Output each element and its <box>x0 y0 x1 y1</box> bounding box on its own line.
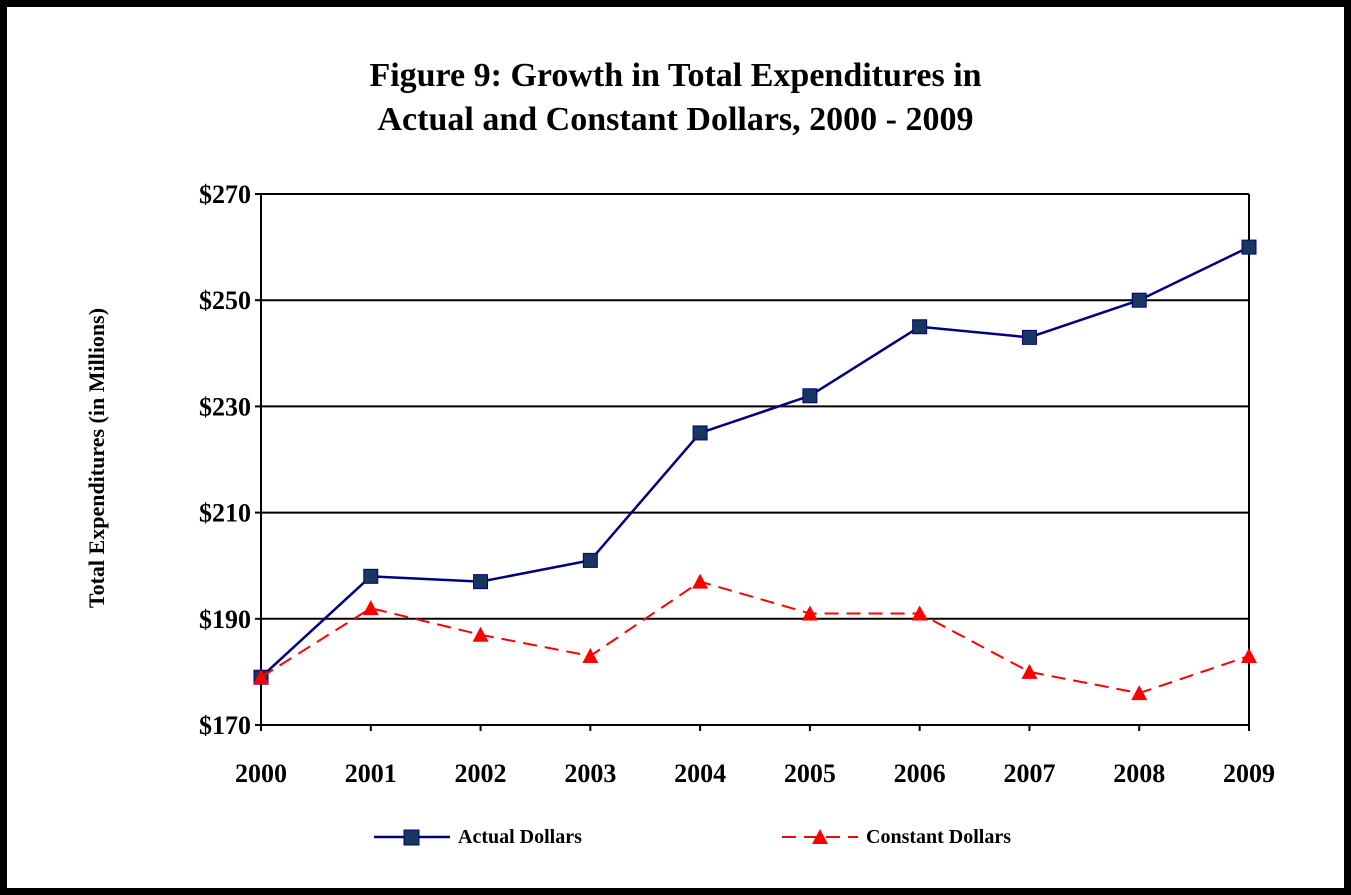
series-line-constant <box>260 580 1250 695</box>
axes <box>255 193 1250 731</box>
point-constant-2000 <box>253 669 269 685</box>
point-actual-2002 <box>473 574 489 590</box>
point-constant-2008 <box>1131 685 1148 701</box>
legend-item-actual: Actual Dollars <box>372 821 582 853</box>
x-tick-label-2000: 2000 <box>235 759 287 788</box>
x-tick-labels: 2000 2001 2002 2003 2004 2005 2006 2007 2008 2009 <box>235 759 1275 788</box>
chart-title: Figure 9: Growth in Total Expenditures i… <box>0 54 1351 142</box>
x-tick-label-2002: 2002 <box>455 759 507 788</box>
legend-label-actual: Actual Dollars <box>458 825 582 848</box>
x-tick-label-2006: 2006 <box>894 759 946 788</box>
series-line-actual <box>260 245 1250 679</box>
legend-swatch-actual <box>374 829 450 846</box>
y-tick-label-230: $230 <box>199 392 251 421</box>
point-constant-2004 <box>692 573 709 589</box>
legend: Actual Dollars Constant Dollars <box>0 821 1351 853</box>
y-tick-labels: $170 $190 $210 $230 $250 $270 <box>199 180 251 740</box>
gridlines <box>261 193 1249 620</box>
x-tick-label-2005: 2005 <box>784 759 836 788</box>
point-actual-2008 <box>1131 292 1147 308</box>
point-constant-2003 <box>582 647 599 663</box>
y-tick-label-190: $190 <box>199 605 251 634</box>
point-actual-2001 <box>363 568 379 584</box>
x-tick-label-2004: 2004 <box>674 759 726 788</box>
legend-swatch-constant <box>782 829 858 844</box>
point-constant-2006 <box>911 605 928 621</box>
point-constant-2002 <box>472 626 489 642</box>
point-actual-2007 <box>1021 329 1037 345</box>
x-tick-label-2001: 2001 <box>345 759 397 788</box>
point-constant-2005 <box>801 605 818 621</box>
point-constant-2001 <box>362 600 379 616</box>
y-tick-label-250: $250 <box>199 286 251 315</box>
point-constant-2009 <box>1241 647 1257 663</box>
x-tick-label-2009: 2009 <box>1223 759 1275 788</box>
y-tick-label-270: $270 <box>199 180 251 209</box>
point-actual-2006 <box>912 319 928 335</box>
x-tick-label-2003: 2003 <box>564 759 616 788</box>
data-series <box>253 239 1257 701</box>
point-actual-2009 <box>1241 239 1257 255</box>
y-tick-label-170: $170 <box>199 711 251 740</box>
legend-item-constant: Constant Dollars <box>780 821 1011 853</box>
legend-label-constant: Constant Dollars <box>866 825 1012 848</box>
chart-title-line-2: Actual and Constant Dollars, 2000 - 2009 <box>377 101 974 138</box>
y-axis-label: Total Expenditures (in Millions) <box>84 308 109 608</box>
chart-title-line-1: Figure 9: Growth in Total Expenditures i… <box>369 57 982 94</box>
x-tick-label-2007: 2007 <box>1003 759 1055 788</box>
point-actual-2005 <box>802 388 818 404</box>
point-actual-2003 <box>582 552 598 568</box>
y-tick-label-210: $210 <box>199 499 251 528</box>
point-actual-2004 <box>692 425 708 441</box>
point-constant-2007 <box>1021 663 1038 679</box>
x-tick-label-2008: 2008 <box>1113 759 1165 788</box>
